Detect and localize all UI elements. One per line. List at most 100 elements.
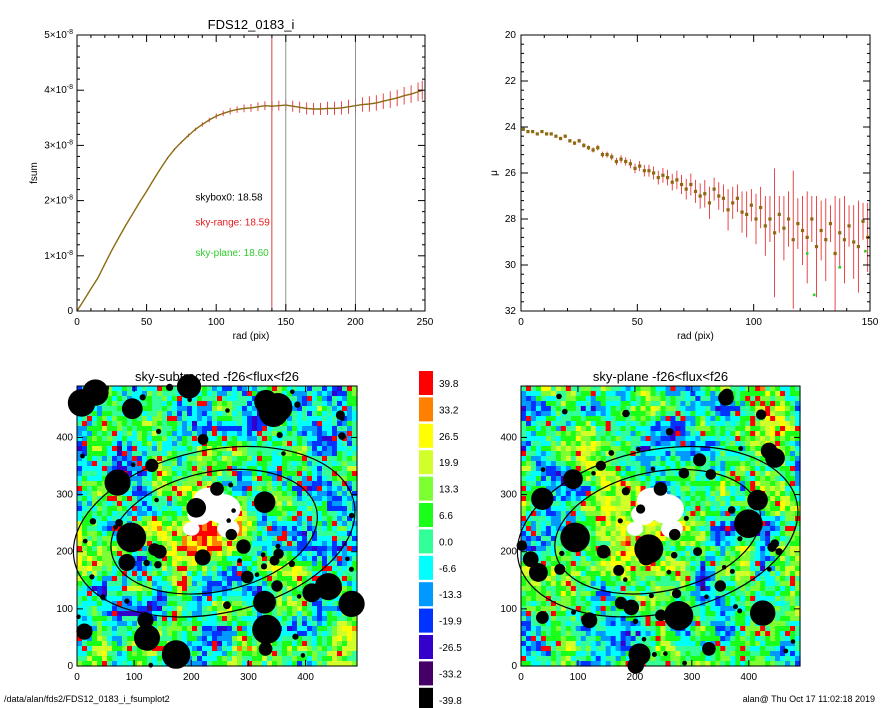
heatmap-cell bbox=[77, 446, 83, 452]
heatmap-cell bbox=[252, 431, 258, 437]
heatmap-cell bbox=[765, 396, 771, 402]
heatmap-cell bbox=[142, 586, 148, 592]
heatmap-cell bbox=[262, 546, 268, 552]
heatmap-cell bbox=[142, 526, 148, 532]
heatmap-cell bbox=[525, 466, 532, 472]
heatmap-cell bbox=[312, 636, 318, 642]
heatmap-cell bbox=[302, 601, 308, 607]
heatmap-cell bbox=[550, 501, 557, 507]
heatmap-cell bbox=[112, 506, 118, 512]
heatmap-cell bbox=[112, 431, 118, 437]
heatmap-cell bbox=[347, 501, 353, 507]
heatmap-cell bbox=[252, 656, 258, 662]
heatmap-cell bbox=[87, 496, 93, 502]
heatmap-cell bbox=[337, 521, 343, 527]
heatmap-cell bbox=[252, 466, 258, 472]
heatmap-cell bbox=[152, 621, 158, 627]
heatmap-cell bbox=[182, 451, 188, 457]
heatmap-cell bbox=[162, 606, 168, 612]
heatmap-cell bbox=[560, 466, 567, 472]
heatmap-cell bbox=[590, 386, 597, 392]
heatmap-cell bbox=[322, 631, 328, 637]
heatmap-cell bbox=[157, 651, 163, 657]
heatmap-cell bbox=[555, 416, 562, 422]
heatmap-cell bbox=[197, 546, 203, 552]
heatmap-cell bbox=[327, 506, 333, 512]
heatmap-cell bbox=[785, 481, 791, 487]
heatmap-cell bbox=[710, 461, 716, 467]
heatmap-cell bbox=[172, 631, 178, 637]
heatmap-cell bbox=[217, 591, 223, 597]
heatmap-cell bbox=[735, 411, 741, 417]
heatmap-cell bbox=[77, 496, 83, 502]
heatmap-cell bbox=[765, 466, 771, 472]
heatmap-cell bbox=[77, 491, 83, 497]
heatmap-cell bbox=[297, 626, 303, 632]
heatmap-cell bbox=[182, 421, 188, 427]
heatmap-cell bbox=[670, 491, 677, 497]
heatmap-cell bbox=[525, 491, 532, 497]
heatmap-cell bbox=[790, 451, 796, 457]
heatmap-cell bbox=[655, 431, 662, 437]
heatmap-cell bbox=[282, 566, 288, 572]
heatmap-cell bbox=[172, 511, 178, 517]
heatmap-cell bbox=[257, 416, 263, 422]
heatmap-cell bbox=[107, 456, 113, 462]
heatmap-cell bbox=[710, 386, 716, 392]
heatmap-cell bbox=[157, 421, 163, 427]
heatmap-cell bbox=[252, 551, 258, 557]
heatmap-cell bbox=[342, 466, 348, 472]
heatmap-cell bbox=[540, 421, 547, 427]
heatmap-cell bbox=[232, 651, 238, 657]
heatmap-cell bbox=[307, 556, 313, 562]
heatmap-cell bbox=[202, 636, 208, 642]
heatmap-cell bbox=[282, 596, 288, 602]
heatmap-cell bbox=[332, 646, 338, 652]
heatmap-cell bbox=[730, 441, 736, 447]
heatmap-cell bbox=[580, 396, 587, 402]
heatmap-cell bbox=[785, 436, 791, 442]
heatmap-cell bbox=[630, 396, 637, 402]
heatmap-cell bbox=[560, 456, 567, 462]
heatmap-cell bbox=[277, 646, 283, 652]
heatmap-cell bbox=[102, 591, 108, 597]
heatmap-cell bbox=[700, 446, 706, 452]
heatmap-cell bbox=[760, 431, 766, 437]
heatmap-cell bbox=[112, 556, 118, 562]
fsum-ylabel: fsum bbox=[29, 162, 40, 184]
heatmap-cell bbox=[137, 441, 143, 447]
heatmap-cell bbox=[117, 501, 123, 507]
heatmap-cell bbox=[525, 421, 532, 427]
heatmap-cell bbox=[142, 461, 148, 467]
heatmap-cell bbox=[297, 661, 303, 667]
heatmap-cell bbox=[122, 621, 128, 627]
heatmap-cell bbox=[710, 396, 716, 402]
heatmap-cell bbox=[307, 461, 313, 467]
heatmap-cell bbox=[745, 456, 751, 462]
heatmap-cell bbox=[645, 476, 652, 482]
heatmap-cell bbox=[307, 481, 313, 487]
heatmap-cell bbox=[152, 611, 158, 617]
heatmap-cell bbox=[570, 386, 577, 392]
heatmap-cell bbox=[640, 416, 647, 422]
heatmap-cell bbox=[332, 411, 338, 417]
heatmap-cell bbox=[267, 426, 273, 432]
heatmap-cell bbox=[197, 606, 203, 612]
heatmap-cell bbox=[107, 661, 113, 667]
heatmap-cell bbox=[92, 426, 98, 432]
heatmap-cell bbox=[785, 421, 791, 427]
heatmap-cell bbox=[152, 431, 158, 437]
heatmap-cell bbox=[525, 426, 532, 432]
heatmap-cell bbox=[77, 421, 83, 427]
x-tick-label: 250 bbox=[417, 317, 434, 328]
heatmap-cell bbox=[685, 461, 691, 467]
heatmap-cell bbox=[172, 446, 178, 452]
heatmap-cell bbox=[242, 396, 248, 402]
heatmap-cell bbox=[187, 436, 193, 442]
heatmap-cell bbox=[715, 401, 721, 407]
heatmap-cell bbox=[675, 486, 682, 492]
heatmap-cell bbox=[292, 486, 298, 492]
heatmap-cell bbox=[252, 426, 258, 432]
heatmap-cell bbox=[112, 641, 118, 647]
heatmap-cell bbox=[237, 536, 243, 542]
